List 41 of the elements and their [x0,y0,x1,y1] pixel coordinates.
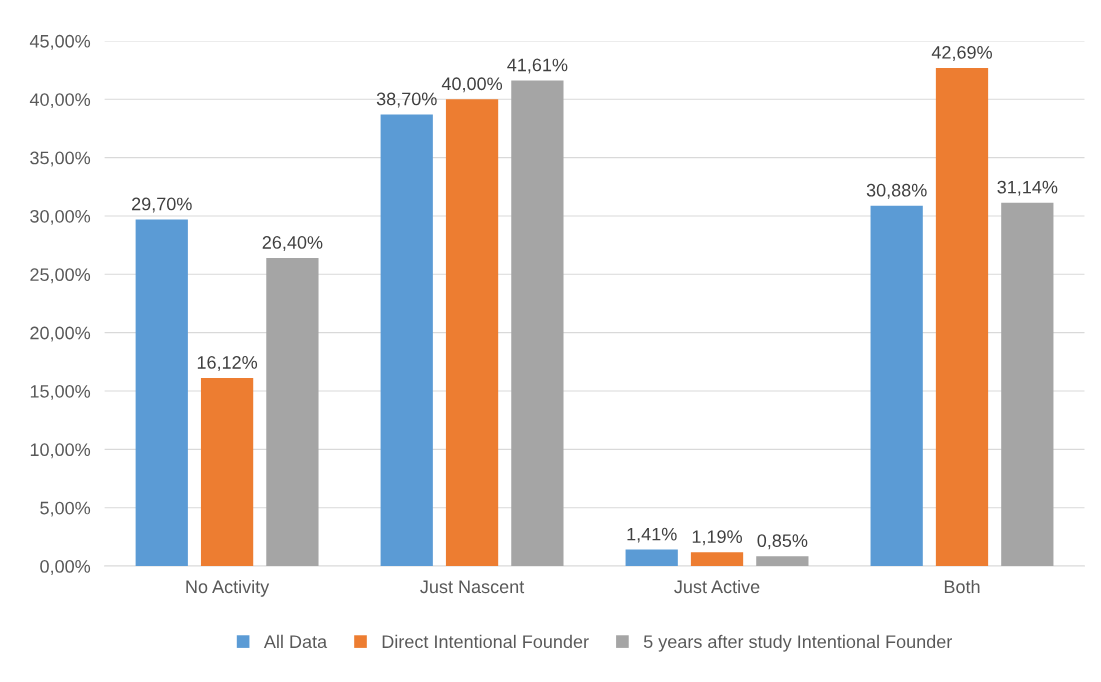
data-label: 1,41% [627,527,677,543]
data-label: 30,88% [866,183,927,199]
bar [200,377,254,567]
bar [445,99,499,567]
y-tick-label: 25,00% [30,268,91,284]
bar [935,67,989,567]
bar [870,205,923,567]
x-tick-label: Both [944,579,980,594]
y-tick-label: 35,00% [30,151,91,167]
y-tick-label: 45,00% [29,34,91,50]
data-label: 38,70% [376,92,437,108]
y-tick-label: 40,00% [29,93,91,109]
bar [756,556,809,567]
bar [690,552,744,567]
bar [266,257,319,567]
y-tick-label: 10,00% [30,443,91,459]
y-tick-label: 5,00% [40,501,91,517]
bar [625,549,678,567]
data-label: 26,40% [262,236,323,251]
bar [380,114,433,567]
bar [135,219,188,567]
y-tick-label: 15,00% [30,384,91,400]
bar [511,80,564,567]
data-label: 41,61% [507,58,568,74]
x-tick-label: Just Nascent [420,580,525,594]
data-label: 40,00% [441,77,503,93]
y-tick-label: 0,00% [40,559,91,575]
x-tick-label: Just Active [674,579,760,594]
legend-label: Direct Intentional Founder [382,634,589,649]
data-label: 31,14% [997,180,1058,196]
data-label: 29,70% [132,197,192,213]
data-label: 42,69% [931,45,992,61]
y-tick-label: 20,00% [30,326,91,342]
data-label: 16,12% [197,356,258,371]
legend-label: All Data [263,634,328,649]
y-tick-label: 30,00% [30,209,91,225]
data-label: 0,85% [757,534,808,550]
x-tick-label: No Activity [186,579,270,597]
legend-label: 5 years after study Intentional Founder [643,634,953,652]
bar [1001,202,1054,567]
data-label: 1,19% [692,530,742,546]
